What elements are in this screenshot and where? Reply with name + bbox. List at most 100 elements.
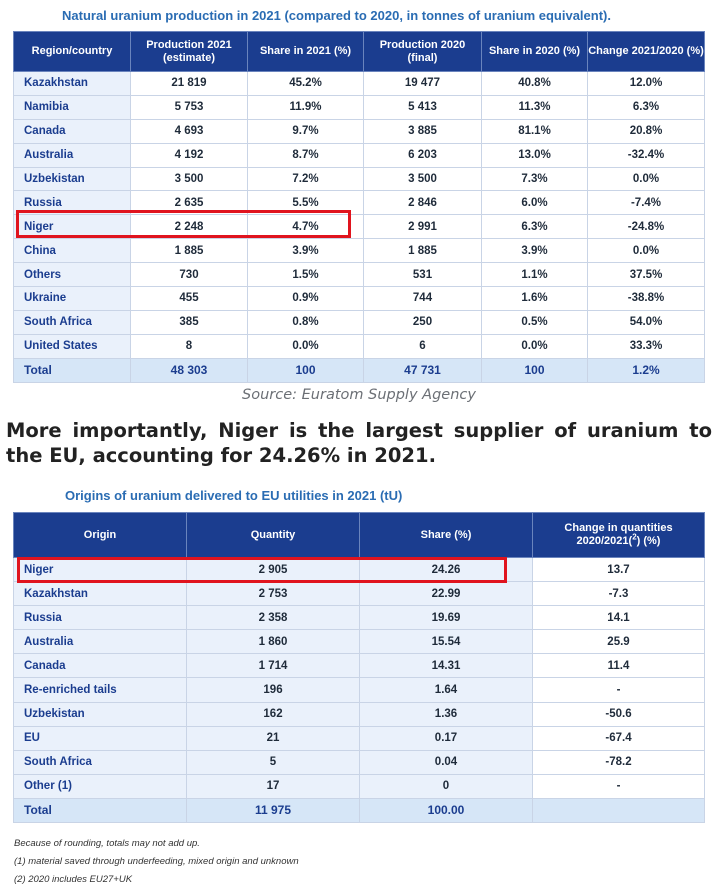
origin-cell: EU <box>13 725 187 751</box>
share-2020-cell: 11.3% <box>481 94 588 120</box>
change-cell: 14.1 <box>532 605 705 631</box>
country-cell: Canada <box>13 118 131 144</box>
change-cell: 0.0% <box>587 166 705 192</box>
production-table: Region/country Production 2021 (estimate… <box>13 31 705 383</box>
col-header-origin: Origin <box>13 512 187 558</box>
footnote-2: (2) 2020 includes EU27+UK <box>14 874 133 885</box>
change-cell: -50.6 <box>532 701 705 727</box>
quantity-cell: 2 753 <box>186 581 360 607</box>
niger-highlight-box <box>17 557 507 583</box>
share-2021-cell: 0.0% <box>247 333 364 359</box>
table-header-row: Region/country Production 2021 (estimate… <box>13 31 705 72</box>
production-2021-cell: 5 753 <box>130 94 248 120</box>
headline-text: More importantly, Niger is the largest s… <box>6 419 712 467</box>
table-row: Niger 2 905 24.26 13.7 <box>13 556 705 583</box>
quantity-cell: 2 905 <box>186 556 360 583</box>
change-cell: 33.3% <box>587 333 705 359</box>
table-row: Uzbekistan 3 500 7.2% 3 500 7.3% 0.0% <box>13 166 705 192</box>
col-header-change: Change 2021/2020 (%) <box>587 31 705 72</box>
total-label: Total <box>13 357 131 383</box>
share-2021-cell: 9.7% <box>247 118 364 144</box>
table-row: Re-enriched tails 196 1.64- <box>13 677 705 703</box>
table-row: China 1 885 3.9% 1 885 3.9% 0.0% <box>13 238 705 264</box>
share-2020-cell: 0.5% <box>481 309 588 335</box>
change-header-line2a: 2020/2021( <box>576 535 633 547</box>
col-header-share-2020: Share in 2020 (%) <box>481 31 588 72</box>
change-cell: 25.9 <box>532 629 705 655</box>
change-cell: -7.3 <box>532 581 705 607</box>
rounding-note: Because of rounding, totals may not add … <box>14 838 200 849</box>
share-2020-cell: 81.1% <box>481 118 588 144</box>
change-cell: -78.2 <box>532 749 705 775</box>
share-cell: 1.36 <box>359 701 533 727</box>
production-2020-cell: 1 885 <box>363 238 482 264</box>
quantity-cell: 2 358 <box>186 605 360 631</box>
production-2020-cell: 6 203 <box>363 142 482 168</box>
change-cell: - <box>532 677 705 703</box>
production-2020-cell: 250 <box>363 309 482 335</box>
origin-cell: Re-enriched tails <box>13 677 187 703</box>
share-2021-cell: 8.7% <box>247 142 364 168</box>
country-cell: Ukraine <box>13 286 131 311</box>
production-2020-cell: 744 <box>363 286 482 311</box>
table-row: Niger 2 248 4.7% 2 991 6.3% -24.8% <box>13 214 705 240</box>
country-cell: Kazakhstan <box>13 71 131 96</box>
change-cell: 13.7 <box>532 556 705 583</box>
production-2020-cell: 3 885 <box>363 118 482 144</box>
change-cell: -7.4% <box>587 190 705 216</box>
quantity-cell: 5 <box>186 749 360 775</box>
change-cell: 12.0% <box>587 71 705 96</box>
change-cell: -38.8% <box>587 286 705 311</box>
share-2020-cell: 13.0% <box>481 142 588 168</box>
origin-cell: Russia <box>13 605 187 631</box>
production-2021-cell: 4 192 <box>130 142 248 168</box>
share-2020-cell: 1.6% <box>481 286 588 311</box>
table-row: Other (1) 17 0- <box>13 773 705 799</box>
quantity-cell: 196 <box>186 677 360 703</box>
share-2020-cell: 1.1% <box>481 262 588 288</box>
table-row: Kazakhstan 21 819 45.2% 19 477 40.8% 12.0% <box>13 71 705 96</box>
production-2020-cell: 3 500 <box>363 166 482 192</box>
table-row: Canada 1 714 14.31 11.4 <box>13 653 705 679</box>
quantity-cell: 21 <box>186 725 360 751</box>
country-cell: Uzbekistan <box>13 166 131 192</box>
table-row: EU 21 0.17 -67.4 <box>13 725 705 751</box>
quantity-cell: 17 <box>186 773 360 799</box>
total-share-2020-cell: 100 <box>481 357 588 383</box>
col-header-change-quantities: Change in quantities 2020/2021(2) (%) <box>532 512 705 558</box>
table-row: Uzbekistan 162 1.36 -50.6 <box>13 701 705 727</box>
table2-title: Origins of uranium delivered to EU utili… <box>65 488 403 503</box>
footnote-ref-2: 2 <box>632 532 637 542</box>
country-cell: Australia <box>13 142 131 168</box>
total-production-2020-cell: 47 731 <box>363 357 482 383</box>
source-caption: Source: Euratom Supply Agency <box>242 387 476 403</box>
change-header-line2b: ) (%) <box>636 535 661 547</box>
country-cell: South Africa <box>13 309 131 335</box>
quantity-cell: 162 <box>186 701 360 727</box>
total-change-cell: 1.2% <box>587 357 705 383</box>
production-2020-cell: 19 477 <box>363 71 482 96</box>
quantity-cell: 1 714 <box>186 653 360 679</box>
table-row: Australia 4 192 8.7% 6 203 13.0% -32.4% <box>13 142 705 168</box>
share-cell: 22.99 <box>359 581 533 607</box>
share-2021-cell: 45.2% <box>247 71 364 96</box>
production-2021-cell: 385 <box>130 309 248 335</box>
share-2021-cell: 3.9% <box>247 238 364 264</box>
share-cell: 1.64 <box>359 677 533 703</box>
share-2021-cell: 0.8% <box>247 309 364 335</box>
production-2020-cell: 6 <box>363 333 482 359</box>
country-cell: Others <box>13 262 131 288</box>
production-2020-cell: 2 846 <box>363 190 482 216</box>
table-row: Namibia 5 753 11.9% 5 413 11.3% 6.3% <box>13 94 705 120</box>
total-row: Total 11 975 100.00 <box>13 797 705 824</box>
table-row: Kazakhstan 2 753 22.99 -7.3 <box>13 581 705 607</box>
niger-highlight-box <box>16 210 351 238</box>
table1-title: Natural uranium production in 2021 (comp… <box>62 8 611 23</box>
production-2020-cell: 2 991 <box>363 214 482 240</box>
change-cell: -67.4 <box>532 725 705 751</box>
production-2020-cell: 5 413 <box>363 94 482 120</box>
country-cell: China <box>13 238 131 264</box>
share-2020-cell: 7.3% <box>481 166 588 192</box>
total-production-2021-cell: 48 303 <box>130 357 248 383</box>
share-2021-cell: 1.5% <box>247 262 364 288</box>
